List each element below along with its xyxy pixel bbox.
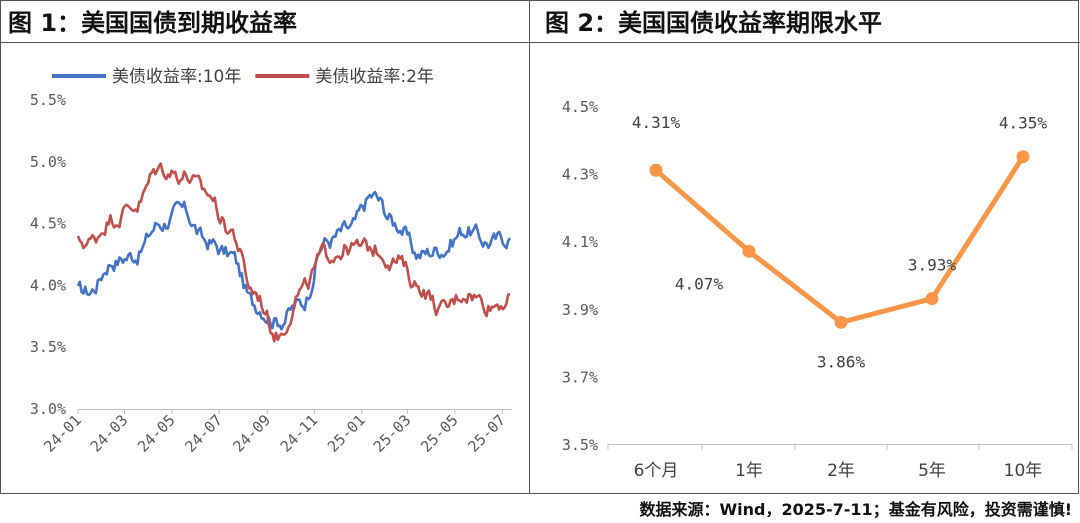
x-tick-label: 25-05 (417, 411, 462, 456)
term-structure-line (654, 155, 1026, 325)
y-axis-ticks: 3.5% 3.7% 3.9% 4.1% 4.3% 4.5% (562, 98, 598, 454)
x-category-label: 10年 (1004, 461, 1043, 481)
x-tick-label: 25-01 (324, 411, 369, 456)
y-tick-label: 5.5% (30, 91, 66, 109)
left-panel-title: 图 1：美国国债到期收益率 (8, 9, 297, 37)
x-tick-label: 24-11 (277, 411, 322, 456)
y-tick-label: 3.7% (562, 368, 598, 386)
data-label: 3.86% (817, 352, 866, 371)
x-tick-label: 25-03 (370, 411, 415, 456)
series-group (76, 162, 512, 343)
y-tick-label: 4.1% (562, 233, 598, 251)
y-tick-label: 4.5% (562, 98, 598, 116)
x-category-label: 5年 (918, 461, 946, 481)
data-point (834, 315, 848, 329)
right-chart: 3.5% 3.7% 3.9% 4.1% 4.3% 4.5% 6个月 1年 2年 5年 10年 4.… (562, 98, 1073, 481)
data-point (649, 163, 663, 177)
x-axis-ticks: 6个月 1年 2年 5年 10年 (607, 444, 1073, 481)
right-panel-border (529, 0, 1079, 494)
data-point (1016, 150, 1030, 164)
x-tick-label: 25-07 (464, 411, 509, 456)
legend-label: 美债收益率:10年 (112, 67, 241, 87)
y-tick-label: 3.5% (30, 338, 66, 356)
legend-label: 美债收益率:2年 (315, 67, 434, 87)
y-tick-label: 4.3% (562, 166, 598, 184)
x-tick-label: 24-07 (181, 411, 226, 456)
y-tick-label: 4.5% (30, 215, 66, 233)
left-chart: 美债收益率:10年 美债收益率:2年 3.0% 3.5% 4.0% 4.5% 5.0% 5.… (30, 67, 512, 456)
x-tick-label: 24-09 (229, 411, 274, 456)
x-tick-label: 24-05 (134, 411, 179, 456)
x-tick-label: 24-03 (87, 411, 132, 456)
y-tick-label: 3.5% (562, 436, 598, 454)
data-point (742, 244, 756, 258)
x-category-label: 2年 (827, 461, 855, 481)
series-group: 4.31% 4.07% 3.86% 3.93% 4.35% (632, 113, 1048, 371)
y-tick-label: 5.0% (30, 153, 66, 171)
data-label: 4.35% (999, 114, 1048, 133)
x-category-label: 1年 (735, 461, 763, 481)
series-line-2y (76, 162, 511, 343)
data-label: 4.07% (675, 274, 724, 293)
y-tick-label: 3.9% (562, 301, 598, 319)
x-axis-ticks: 24-01 24-03 24-05 24-07 24-09 24-11 25-01 25-03… (40, 409, 509, 456)
x-category-label: 6个月 (634, 461, 679, 481)
y-axis-ticks: 3.0% 3.5% 4.0% 4.5% 5.0% 5.5% (30, 91, 66, 418)
data-label: 3.93% (908, 256, 957, 275)
source-footer: 数据来源：Wind，2025-7-11；基金有风险，投资需谨慎! (640, 500, 1073, 519)
legend: 美债收益率:10年 美债收益率:2年 (52, 67, 434, 87)
y-tick-label: 3.0% (30, 400, 66, 418)
data-point (925, 292, 939, 306)
y-tick-label: 4.0% (30, 276, 66, 294)
data-label: 4.31% (632, 113, 681, 132)
right-panel-title: 图 2：美国国债收益率期限水平 (545, 9, 882, 37)
